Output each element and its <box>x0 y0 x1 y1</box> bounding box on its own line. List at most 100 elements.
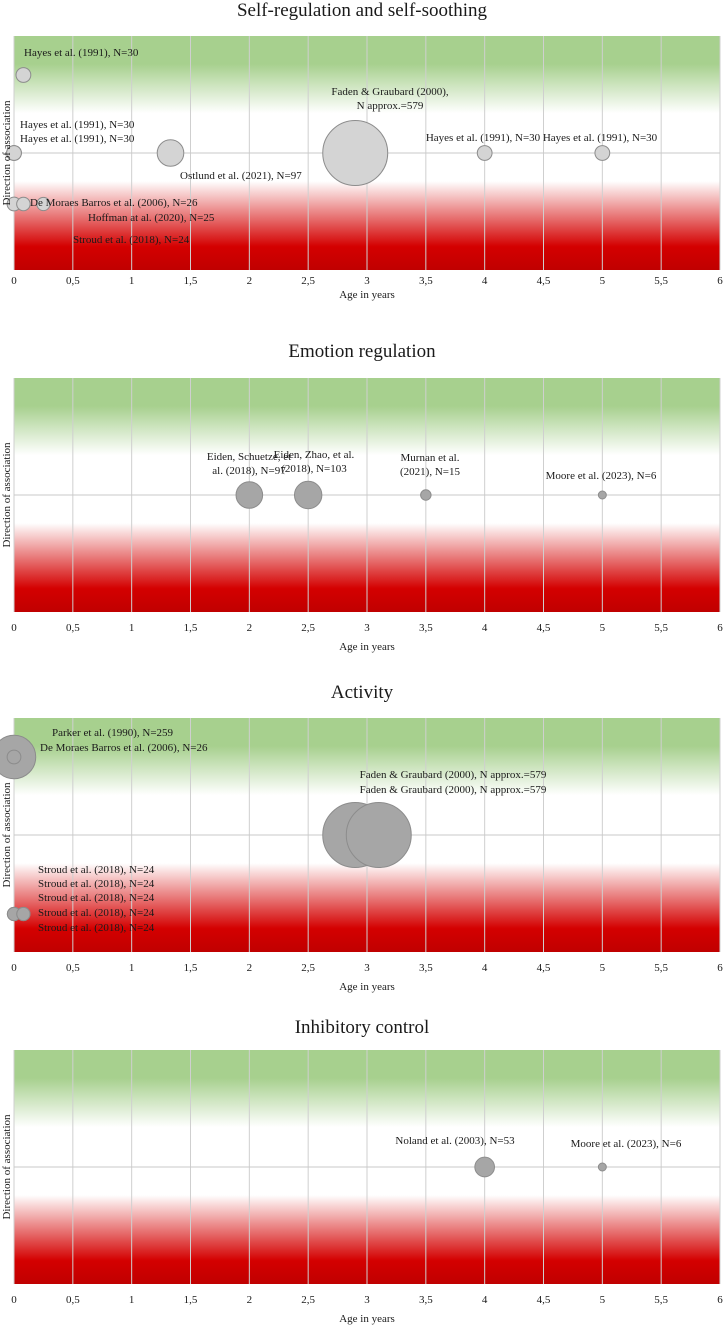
annotations: Noland et al. (2003), N=53 Moore et al. (… <box>395 1135 681 1150</box>
data-label: Stroud et al. (2018), N=24 <box>38 864 155 876</box>
x-tick-label: 2 <box>247 962 253 974</box>
x-tick-labels: 0 0,5 1 1,5 2 2,5 3 3,5 4 4,5 5 5,5 6 <box>11 962 723 974</box>
x-tick-labels: 0 0,5 1 1,5 2 2,5 3 3,5 4 4,5 5 5,5 6 <box>11 275 723 287</box>
bubble-point <box>156 139 185 167</box>
x-tick-label: 3 <box>364 622 370 634</box>
data-label: Parker et al. (1990), N=259 <box>52 727 174 739</box>
x-tick-label: 1 <box>129 622 135 634</box>
chart-panel-emotion-regulation: Emotion regulation Eiden, Schuetze, et al… <box>1 341 723 653</box>
x-tick-label: 6 <box>717 622 723 634</box>
bubble-point <box>293 480 323 510</box>
data-label: Faden & Graubard (2000), N approx.=579 <box>360 784 547 796</box>
x-tick-label: 1,5 <box>184 962 198 974</box>
bubble-point <box>235 481 264 509</box>
x-tick-label: 0,5 <box>66 275 80 287</box>
x-tick-label: 0 <box>11 1294 17 1306</box>
bubble-point <box>322 120 389 186</box>
x-tick-label: 4 <box>482 962 488 974</box>
bubble-point <box>36 196 51 212</box>
data-label: Moore et al. (2023), N=6 <box>571 1138 682 1150</box>
x-tick-label: 3,5 <box>419 962 433 974</box>
x-axis-label: Age in years <box>339 641 395 653</box>
x-tick-label: 6 <box>717 962 723 974</box>
x-tick-label: 2 <box>247 622 253 634</box>
x-tick-label: 4 <box>482 1294 488 1306</box>
chart-title: Self-regulation and self-soothing <box>237 0 488 21</box>
x-tick-label: 1,5 <box>184 275 198 287</box>
x-tick-label: 2 <box>247 275 253 287</box>
chart-panel-inhibitory-control: Inhibitory control Noland et al. (2003),… <box>1 1017 723 1325</box>
data-label: Noland et al. (2003), N=53 <box>395 1135 515 1147</box>
x-tick-label: 4 <box>482 622 488 634</box>
x-tick-label: 3,5 <box>419 622 433 634</box>
bubble-point <box>597 490 607 500</box>
bubble-point <box>16 906 31 922</box>
chart-title: Inhibitory control <box>295 1017 430 1038</box>
bubble-point <box>15 67 32 83</box>
chart-panel-self-regulation: Self-regulation and self-soothing Hayes … <box>1 0 723 301</box>
data-label: Murnan et al. <box>401 452 460 464</box>
x-tick-label: 1 <box>129 275 135 287</box>
data-label: Moore et al. (2023), N=6 <box>546 470 657 482</box>
data-label: Stroud et al. (2018), N=24 <box>38 907 155 919</box>
bubble-point <box>6 749 22 765</box>
data-label: Faden & Graubard (2000), N approx.=579 <box>360 769 547 781</box>
x-axis-label: Age in years <box>339 289 395 301</box>
data-label: Hayes et al. (1991), N=30 <box>20 119 135 131</box>
x-tick-label: 5,5 <box>654 1294 668 1306</box>
x-tick-label: 4 <box>482 275 488 287</box>
x-tick-label: 2,5 <box>301 962 315 974</box>
bubble-point <box>474 1156 495 1178</box>
x-tick-label: 0,5 <box>66 962 80 974</box>
bubble-point <box>597 1162 607 1172</box>
x-tick-label: 3 <box>364 962 370 974</box>
data-label: Hayes et al. (1991), N=30 <box>426 132 541 144</box>
x-tick-label: 3 <box>364 1294 370 1306</box>
x-tick-labels: 0 0,5 1 1,5 2 2,5 3 3,5 4 4,5 5 5,5 6 <box>11 622 723 634</box>
chart-title: Activity <box>331 682 394 703</box>
data-label: Eiden, Schuetze, et <box>207 451 291 463</box>
x-tick-label: 5,5 <box>654 622 668 634</box>
x-tick-label: 5 <box>600 622 606 634</box>
data-label: al. (2018), N=97 <box>212 465 286 477</box>
chart-panel-activity: Activity Parker et al. (1990), N=259 De M… <box>0 682 723 993</box>
x-tick-label: 3 <box>364 275 370 287</box>
data-label: Stroud et al. (2018), N=24 <box>38 878 155 890</box>
x-tick-label: 4,5 <box>537 622 551 634</box>
x-tick-label: 3,5 <box>419 1294 433 1306</box>
bubbles <box>235 480 607 510</box>
data-label: Hayes et al. (1991), N=30 <box>24 47 139 59</box>
x-tick-label: 2,5 <box>301 622 315 634</box>
data-label: Hoffman at al. (2020), N=25 <box>88 212 215 224</box>
bubble-point <box>420 489 432 501</box>
y-axis-label: Direction of association <box>1 1114 13 1220</box>
x-tick-label: 6 <box>717 275 723 287</box>
bubble-point <box>345 802 412 868</box>
x-tick-label: 5 <box>600 962 606 974</box>
x-tick-label: 5 <box>600 275 606 287</box>
x-tick-label: 5,5 <box>654 275 668 287</box>
data-label: Hayes et al. (1991), N=30 <box>543 132 658 144</box>
x-tick-label: 1 <box>129 1294 135 1306</box>
bubble-point <box>16 196 31 212</box>
bubble-point <box>6 145 22 161</box>
data-label: De Moraes Barros et al. (2006), N=26 <box>30 197 198 209</box>
bubble-point <box>476 145 493 161</box>
x-tick-label: 0 <box>11 622 17 634</box>
x-tick-label: 0,5 <box>66 622 80 634</box>
y-axis-label: Direction of association <box>1 100 13 206</box>
x-tick-label: 2,5 <box>301 1294 315 1306</box>
data-label: Eiden, Zhao, et al. <box>274 449 355 461</box>
data-label: (2018), N=103 <box>281 463 347 475</box>
x-tick-label: 4,5 <box>537 962 551 974</box>
x-tick-label: 2,5 <box>301 275 315 287</box>
x-tick-label: 1,5 <box>184 1294 198 1306</box>
data-label: Faden & Graubard (2000), <box>331 86 449 98</box>
x-tick-label: 3,5 <box>419 275 433 287</box>
data-label: Ostlund et al. (2021), N=97 <box>180 170 302 182</box>
bubbles <box>0 734 412 922</box>
y-axis-label: Direction of association <box>1 442 13 548</box>
y-axis-label: Direction of association <box>1 782 13 888</box>
annotations: Eiden, Schuetze, et al. (2018), N=97 Eiden… <box>207 449 657 482</box>
